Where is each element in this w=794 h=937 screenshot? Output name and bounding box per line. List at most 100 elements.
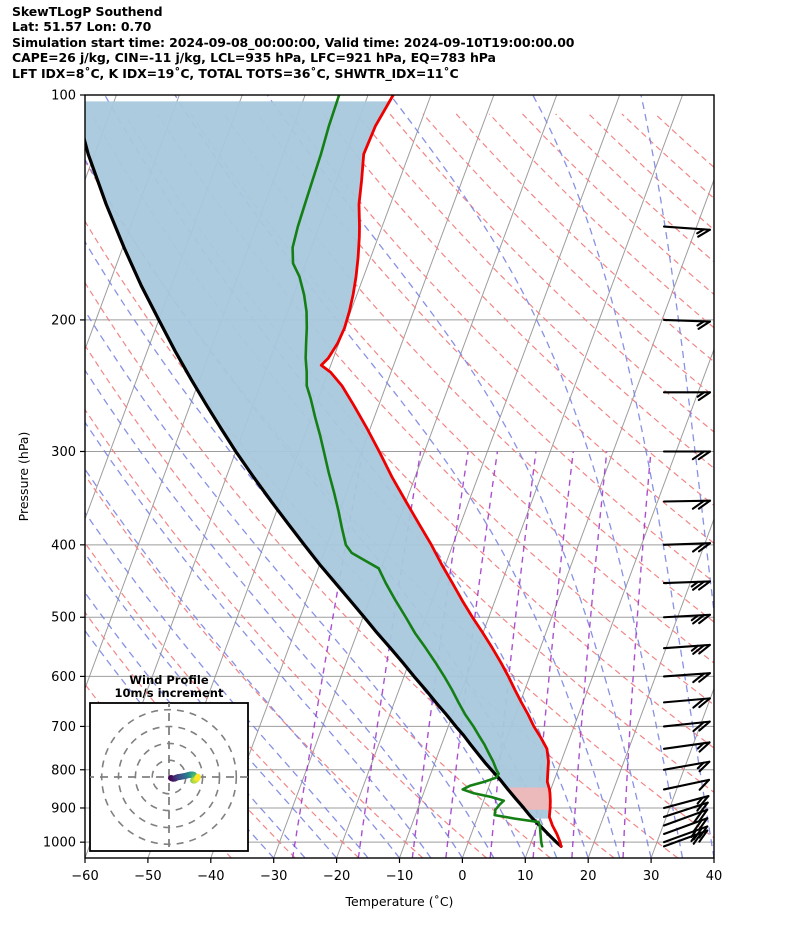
y-tick-label: 100 bbox=[51, 89, 76, 104]
y-tick-label: 600 bbox=[51, 670, 76, 685]
dewpoint-curve bbox=[291, 95, 544, 848]
barb-full-feather bbox=[698, 643, 711, 655]
dry-adiabat-line bbox=[621, 113, 714, 200]
x-tick-label: −40 bbox=[197, 869, 224, 884]
barb-full-feather bbox=[698, 795, 710, 808]
mixing-ratio-line bbox=[532, 451, 574, 858]
moist-adiabat-line bbox=[85, 511, 369, 858]
moist-adiabat-line bbox=[85, 421, 432, 858]
barb-half-feather bbox=[690, 614, 700, 622]
moist-adiabat-line bbox=[85, 591, 306, 858]
barb-full-feather bbox=[698, 672, 711, 683]
inset-content bbox=[90, 703, 248, 851]
x-tick-label: 40 bbox=[706, 869, 723, 884]
y-tick-label: 900 bbox=[51, 801, 76, 816]
dry-adiabat-line bbox=[85, 344, 551, 858]
cape-cin-fills bbox=[85, 101, 551, 819]
barb-full-feather bbox=[692, 819, 703, 833]
barb-full-feather bbox=[692, 697, 705, 709]
y-axis-label: Pressure (hPa) bbox=[16, 432, 31, 522]
barb-half-feather bbox=[696, 742, 705, 750]
moist-adiabat-line bbox=[85, 309, 495, 858]
header-location: Lat: 51.57 Lon: 0.70 bbox=[12, 19, 152, 35]
x-tick-label: 10 bbox=[517, 869, 534, 884]
cape-shaded-area bbox=[85, 101, 551, 819]
wind-barb bbox=[662, 613, 711, 625]
x-tick-label: −10 bbox=[386, 869, 413, 884]
barb-half-feather bbox=[696, 796, 704, 805]
x-tick-label: 0 bbox=[458, 869, 466, 884]
barb-half-feather bbox=[690, 580, 700, 588]
mixing-ratio-line bbox=[357, 451, 422, 858]
barb-full-feather bbox=[698, 829, 709, 843]
x-tick-label: −50 bbox=[134, 869, 161, 884]
barb-half-feather bbox=[690, 829, 697, 838]
wind-barb bbox=[662, 778, 711, 791]
parcel-path-curve bbox=[85, 135, 563, 848]
dry-adiabat-line bbox=[85, 474, 424, 858]
wind-barb bbox=[662, 720, 711, 733]
barb-full-feather bbox=[698, 697, 711, 709]
dry-adiabat-line bbox=[389, 113, 714, 433]
wind-barb bbox=[662, 643, 711, 655]
barb-full-feather bbox=[691, 499, 706, 510]
y-tick-label: 800 bbox=[51, 763, 76, 778]
barb-full-feather bbox=[692, 542, 706, 553]
barb-full-feather bbox=[697, 391, 712, 402]
barb-full-feather bbox=[697, 499, 712, 510]
barb-full-feather bbox=[692, 827, 703, 841]
barb-full-feather bbox=[698, 808, 709, 822]
wind-barb bbox=[662, 829, 709, 848]
dry-adiabat-line bbox=[223, 113, 714, 623]
isotherm-line bbox=[650, 687, 714, 858]
barb-full-feather bbox=[697, 580, 712, 591]
y-tick-label: 200 bbox=[51, 313, 76, 328]
wind-barb bbox=[662, 391, 712, 402]
dry-adiabat-line bbox=[356, 113, 714, 470]
y-tick-label: 400 bbox=[51, 538, 76, 553]
isotherm-line bbox=[273, 95, 558, 858]
header-cape-line: CAPE=26 j/kg, CIN=-11 j/kg, LCL=935 hPa,… bbox=[12, 50, 496, 66]
dry-adiabat-line bbox=[190, 113, 714, 664]
wind-barb bbox=[662, 450, 712, 461]
barb-full-feather bbox=[698, 741, 711, 753]
moist-adiabat-line bbox=[532, 95, 714, 858]
mixing-ratio-line bbox=[571, 451, 608, 858]
barb-full-feather bbox=[697, 542, 712, 553]
barb-full-feather bbox=[698, 760, 711, 773]
inset-title-line1: Wind Profile bbox=[129, 673, 209, 687]
barb-full-feather bbox=[698, 825, 709, 839]
axis-ticks: −60 −50 −40 −30 −20 −10 0 10 20 30 40 100 200 300 400 5… bbox=[16, 89, 722, 910]
mixing-ratio-line bbox=[411, 451, 469, 858]
moist-adiabat-line bbox=[640, 95, 714, 617]
temperature-curve bbox=[319, 95, 563, 848]
x-tick-label: −60 bbox=[71, 869, 98, 884]
barb-half-feather bbox=[690, 644, 699, 652]
barb-half-feather bbox=[696, 228, 705, 235]
wind-barb bbox=[662, 697, 711, 709]
x-tick-label: −30 bbox=[260, 869, 287, 884]
barb-staff bbox=[662, 778, 711, 791]
sounding-curves bbox=[85, 95, 563, 848]
barb-half-feather bbox=[696, 391, 706, 398]
barb-full-feather bbox=[697, 450, 712, 461]
wind-barb bbox=[662, 795, 710, 810]
mixing-ratio-line bbox=[622, 451, 652, 858]
isotherm-line bbox=[713, 856, 714, 858]
isotherm-line bbox=[777, 95, 794, 858]
barb-half-feather bbox=[696, 320, 706, 327]
dry-adiabat-line bbox=[289, 113, 714, 545]
header-times: Simulation start time: 2024-09-08_00:00:… bbox=[12, 34, 575, 50]
moist-adiabat-line bbox=[266, 95, 652, 858]
wind-barb bbox=[662, 542, 712, 553]
y-tick-label: 1000 bbox=[43, 836, 76, 851]
barb-full-feather bbox=[692, 721, 705, 733]
barb-full-feather bbox=[698, 778, 711, 791]
wind-barb bbox=[662, 672, 711, 684]
header-indices: LFT IDX=8˚C, K IDX=19˚C, TOTAL TOTS=36˚C… bbox=[12, 65, 459, 81]
barb-full-feather bbox=[692, 580, 706, 591]
barb-full-feather bbox=[698, 801, 709, 815]
